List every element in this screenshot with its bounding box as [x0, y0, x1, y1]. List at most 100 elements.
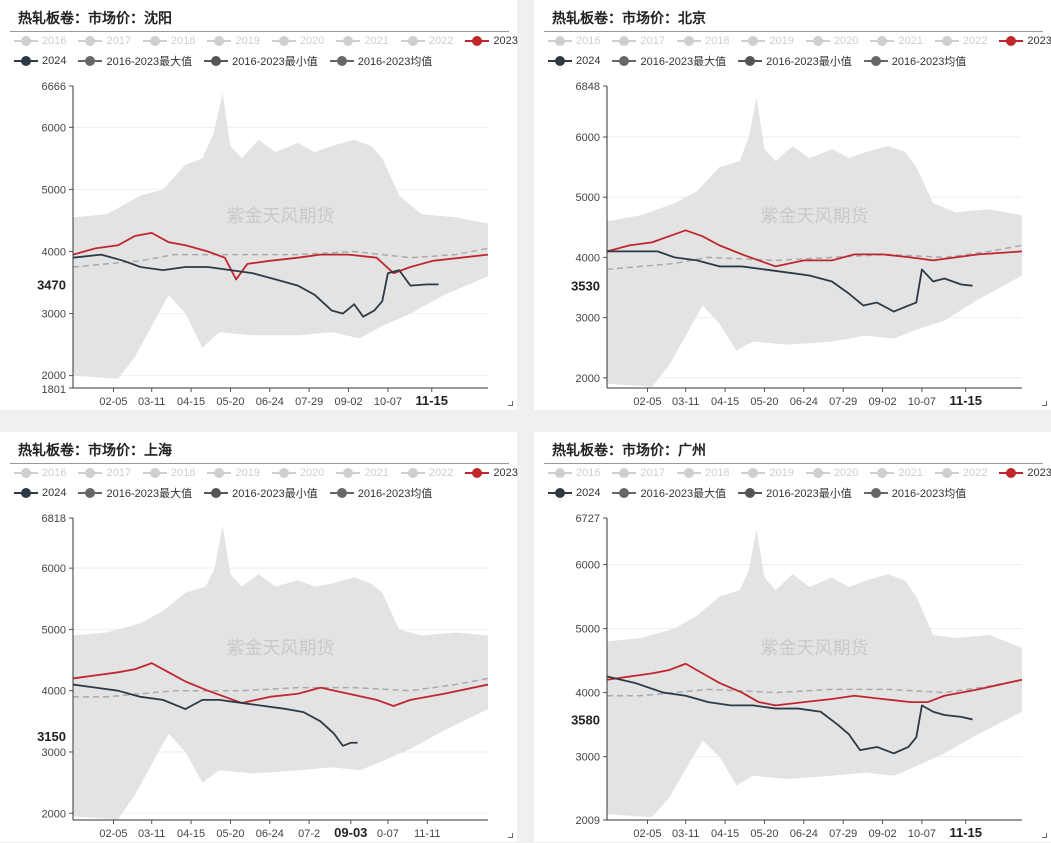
legend-item-y2018[interactable]: 2018 [676, 467, 729, 479]
legend-item-y2019[interactable]: 2019 [207, 467, 260, 479]
legend-item-y2024[interactable]: 2024 [548, 55, 600, 67]
legend-marker-icon [271, 468, 296, 478]
x-tick-label: 03-11 [138, 396, 165, 408]
y-tick-label: 6818 [42, 513, 66, 525]
legend-item-y2017[interactable]: 2017 [78, 35, 131, 47]
legend-item-y2021[interactable]: 2021 [336, 35, 389, 47]
legend-item-y2018[interactable]: 2018 [142, 35, 195, 47]
legend-marker-icon [207, 468, 232, 478]
legend-item-max[interactable]: 2016-2023最大值 [612, 485, 726, 501]
x-tick-label: 03-11 [138, 828, 165, 840]
y-tick-label: 3000 [576, 752, 600, 764]
legend-item-y2020[interactable]: 2020 [271, 467, 324, 479]
legend-item-y2016[interactable]: 2016 [548, 467, 600, 479]
series-2023-line [606, 662, 1023, 707]
legend-marker-icon [465, 468, 490, 478]
legend-item-mean[interactable]: 2016-2023均值 [863, 485, 966, 501]
legend-marker-icon [329, 56, 354, 66]
legend-item-y2021[interactable]: 2021 [870, 467, 923, 479]
legend-marker-icon [863, 488, 888, 498]
legend-item-y2019[interactable]: 2019 [741, 467, 794, 479]
x-tick-label: 11-15 [949, 393, 982, 408]
legend-marker-icon [612, 36, 637, 46]
legend-item-y2024[interactable]: 2024 [14, 487, 66, 499]
legend-item-y2024[interactable]: 2024 [14, 55, 66, 67]
series-2024-line [72, 683, 358, 747]
legend-item-y2022[interactable]: 2022 [934, 467, 987, 479]
legend-item-y2021[interactable]: 2021 [870, 35, 923, 47]
legend-item-y2017[interactable]: 2017 [612, 35, 665, 47]
legend-item-y2016[interactable]: 2016 [14, 467, 66, 479]
x-tick-label: 10-07 [908, 396, 936, 408]
legend-item-y2022[interactable]: 2022 [934, 35, 987, 47]
legend-item-2023[interactable]: 2023 [999, 35, 1051, 47]
legend-marker-icon [738, 488, 763, 498]
current-value-label: 3470 [37, 277, 66, 292]
legend-item-y2018[interactable]: 2018 [676, 35, 729, 47]
legend-item-max[interactable]: 2016-2023最大值 [78, 485, 192, 501]
legend-item-2023[interactable]: 2023 [465, 467, 518, 479]
legend-item-y2019[interactable]: 2019 [741, 35, 794, 47]
legend-item-y2019[interactable]: 2019 [207, 35, 260, 47]
legend-item-y2017[interactable]: 2017 [612, 467, 665, 479]
title-divider [10, 463, 509, 464]
mean-line [72, 247, 489, 268]
legend-item-2023[interactable]: 2023 [465, 35, 518, 47]
current-value-label: 3530 [571, 279, 600, 294]
legend-item-min[interactable]: 2016-2023最小值 [204, 485, 318, 501]
legend-marker-icon [676, 468, 701, 478]
legend-item-min[interactable]: 2016-2023最小值 [738, 485, 852, 501]
legend-marker-icon [14, 56, 38, 66]
legend-item-min[interactable]: 2016-2023最小值 [738, 53, 852, 69]
legend-marker-icon [612, 468, 637, 478]
watermark: 紫金天风期货 [227, 638, 335, 658]
legend-item-mean[interactable]: 2016-2023均值 [329, 485, 432, 501]
legend-marker-icon [999, 468, 1024, 478]
legend: 2016 2017 2018 2019 2020 2021 2022 2023 2024 2016… [14, 463, 518, 503]
legend-item-mean[interactable]: 2016-2023均值 [863, 53, 966, 69]
legend-item-y2017[interactable]: 2017 [78, 467, 131, 479]
legend-marker-icon [676, 36, 701, 46]
legend-item-y2020[interactable]: 2020 [271, 35, 324, 47]
x-tick-label: 06-24 [790, 828, 818, 840]
legend-item-y2016[interactable]: 2016 [548, 35, 600, 47]
y-tick-label: 5000 [576, 192, 600, 204]
legend-item-y2021[interactable]: 2021 [336, 467, 389, 479]
legend-item-y2022[interactable]: 2022 [400, 35, 453, 47]
mean-line [606, 244, 1023, 271]
legend-item-y2024[interactable]: 2024 [548, 487, 600, 499]
legend-item-mean[interactable]: 2016-2023均值 [329, 53, 432, 69]
x-tick-label: 02-05 [99, 396, 127, 408]
mean-line [73, 677, 489, 698]
resize-handle-icon[interactable] [508, 833, 513, 838]
legend-item-y2018[interactable]: 2018 [142, 467, 195, 479]
legend-marker-icon [548, 36, 572, 46]
legend-item-y2020[interactable]: 2020 [805, 35, 858, 47]
series-2023-line [72, 231, 489, 281]
legend-marker-icon [741, 36, 766, 46]
max-min-band [73, 525, 488, 820]
legend-item-max[interactable]: 2016-2023最大值 [78, 53, 192, 69]
title-divider [544, 31, 1043, 32]
legend: 2016 2017 2018 2019 2020 2021 2022 2023 2024 2016… [548, 31, 1051, 71]
legend-item-min[interactable]: 2016-2023最小值 [204, 53, 318, 69]
legend-item-y2016[interactable]: 2016 [14, 35, 66, 47]
chart-svg: 6848 6000 5000 4000 3000 2000 紫金天风期货 02-05 03-11… [571, 81, 1023, 408]
resize-handle-icon[interactable] [1042, 401, 1047, 406]
y-tick-label: 2009 [576, 815, 600, 827]
title-divider [10, 31, 509, 32]
resize-handle-icon[interactable] [1042, 833, 1047, 838]
resize-handle-icon[interactable] [508, 401, 513, 406]
legend-item-max[interactable]: 2016-2023最大值 [612, 53, 726, 69]
max-min-band [73, 93, 488, 379]
legend-item-2023[interactable]: 2023 [999, 467, 1051, 479]
legend-item-y2020[interactable]: 2020 [805, 467, 858, 479]
y-tick-label: 3000 [42, 747, 66, 759]
y-tick-label: 3000 [42, 309, 66, 321]
max-min-band [607, 529, 1022, 818]
legend: 2016 2017 2018 2019 2020 2021 2022 2023 2024 2016… [548, 463, 1051, 503]
legend-marker-icon [999, 36, 1024, 46]
legend-item-y2022[interactable]: 2022 [400, 467, 453, 479]
x-tick-label: 11-15 [415, 393, 448, 408]
y-tick-label: 5000 [42, 624, 66, 636]
